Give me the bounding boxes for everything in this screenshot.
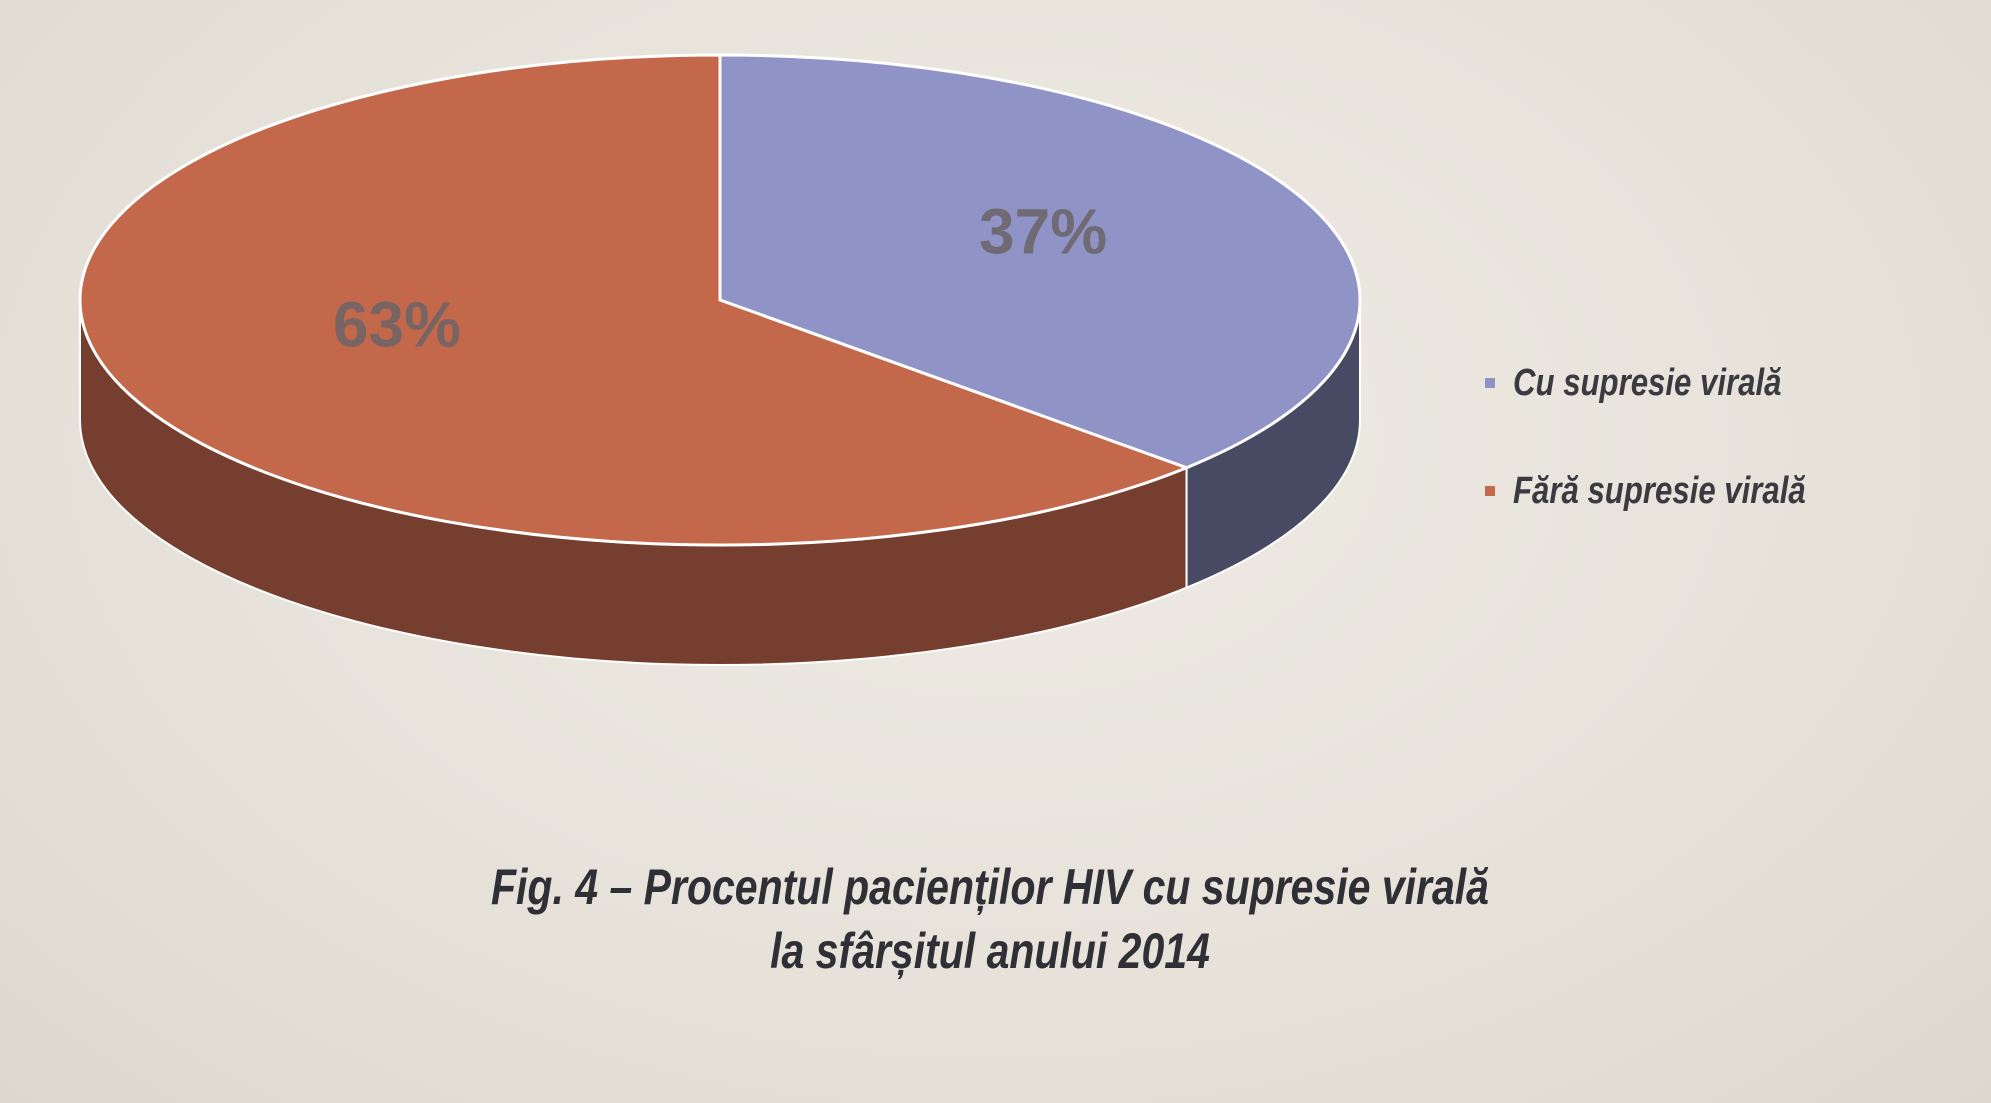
legend-item-cu-supresie: Cu supresie virală — [1485, 355, 1955, 411]
legend-label: Fără supresie virală — [1513, 469, 1806, 512]
legend-label: Cu supresie virală — [1513, 361, 1782, 404]
legend: Cu supresie virală Fără supresie virală — [1485, 355, 1955, 571]
legend-item-fara-supresie: Fără supresie virală — [1485, 463, 1955, 519]
figure-caption: Fig. 4 – Procentul pacienților HIV cu su… — [300, 855, 1680, 983]
slice-value-label: 37% — [979, 195, 1107, 267]
caption-line-1: Fig. 4 – Procentul pacienților HIV cu su… — [490, 859, 1489, 915]
slice-value-label: 63% — [333, 289, 461, 361]
legend-swatch-orange — [1485, 486, 1495, 496]
legend-swatch-blue — [1485, 378, 1495, 388]
pie-value-labels: 37% 63% — [333, 195, 1107, 360]
pie-slice-1 — [718, 53, 1362, 470]
caption-line-2: la sfârșitul anului 2014 — [770, 923, 1210, 979]
pie-top-face — [78, 53, 1362, 547]
pie-slice-2 — [78, 53, 1191, 547]
